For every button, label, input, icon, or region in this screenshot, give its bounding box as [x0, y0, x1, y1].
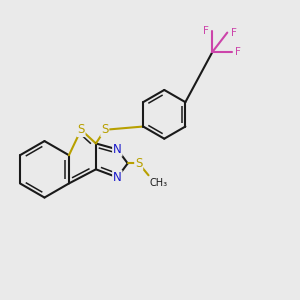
Text: F: F [203, 26, 209, 36]
Text: F: F [235, 47, 241, 57]
Text: N: N [113, 143, 122, 156]
Text: F: F [231, 28, 237, 38]
Text: N: N [113, 171, 122, 184]
Text: CH₃: CH₃ [150, 178, 168, 188]
Text: S: S [135, 157, 142, 170]
Text: S: S [101, 123, 109, 136]
Text: S: S [77, 123, 85, 136]
